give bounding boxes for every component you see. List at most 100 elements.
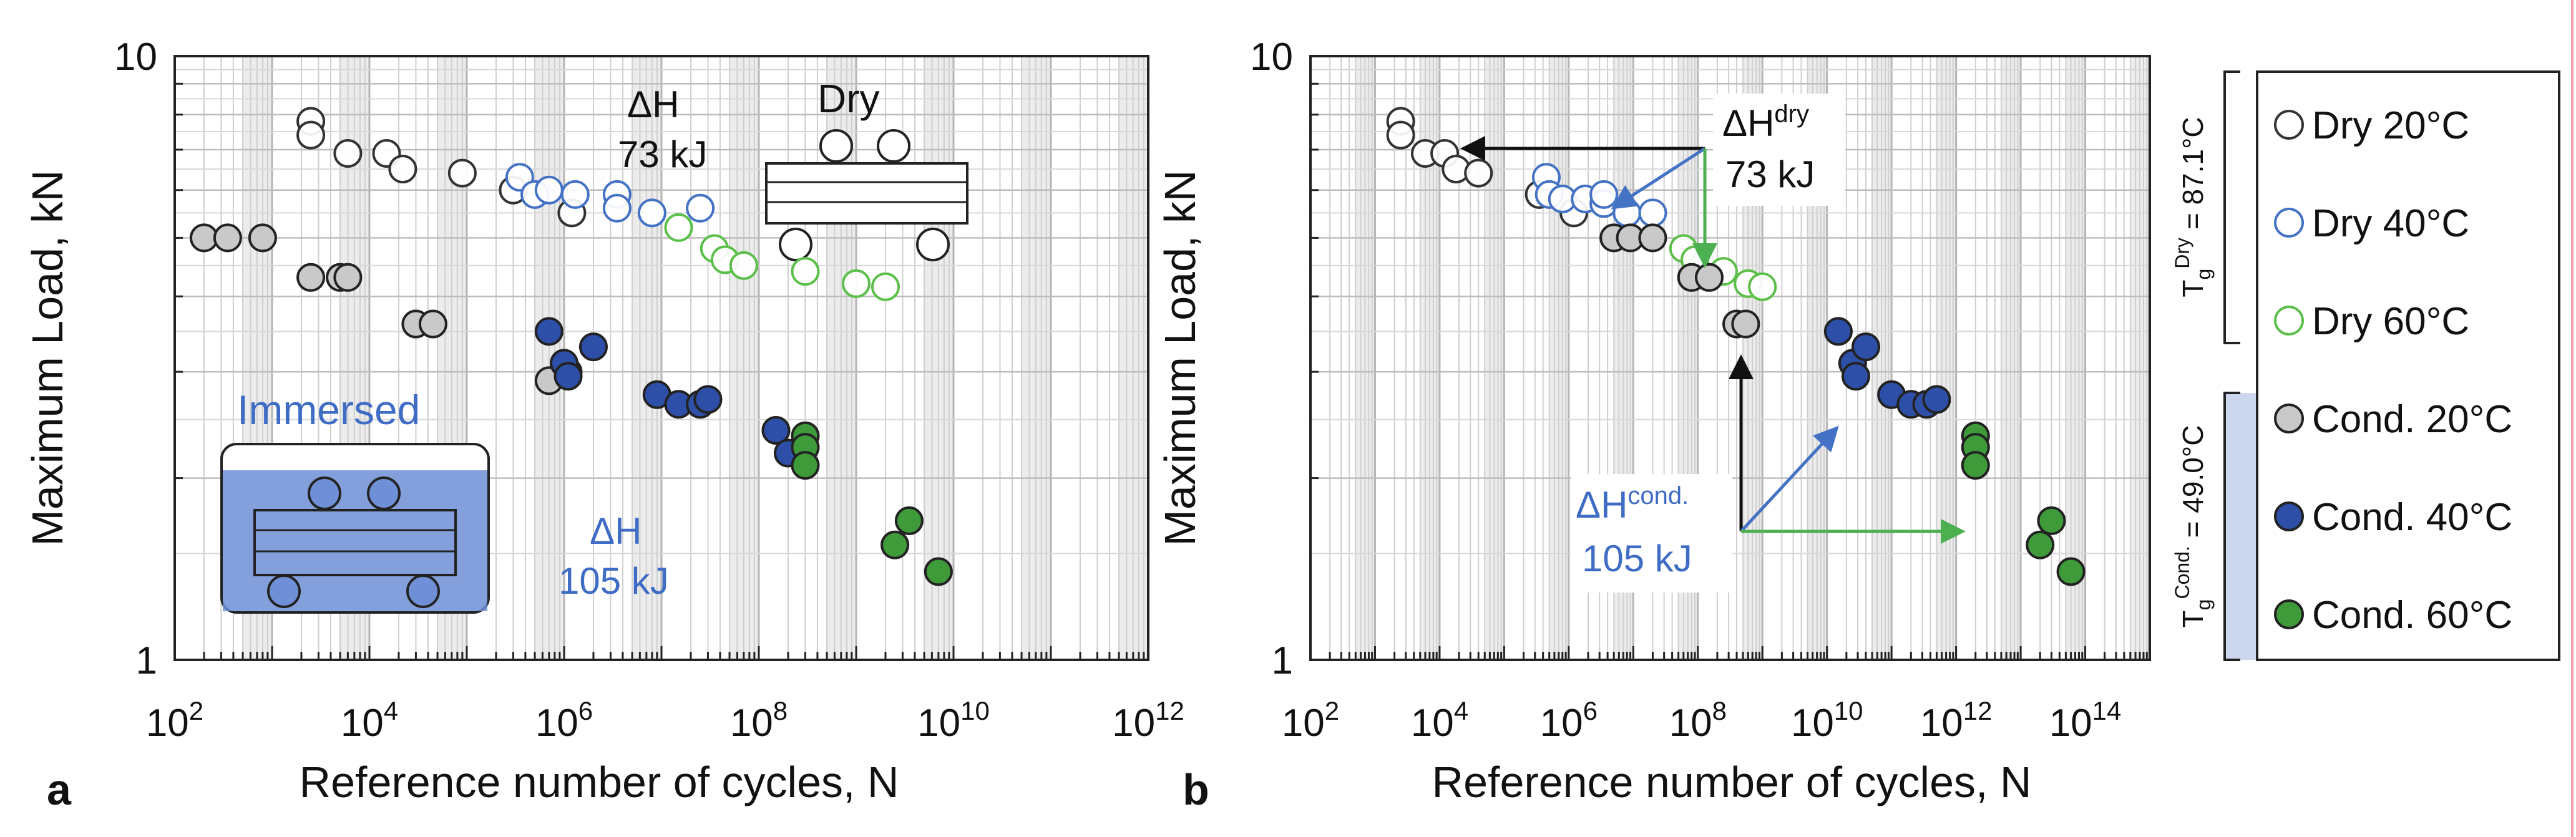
a-point-dry40	[534, 175, 564, 205]
a-x-tick-base: 10	[1112, 702, 1155, 745]
b-x-tick-label: 1012	[1920, 696, 1993, 745]
a-x-tick-base: 10	[730, 702, 773, 745]
a-x-tick-exp: 6	[578, 696, 593, 725]
b-x-tick-label: 104	[1411, 696, 1468, 745]
tg-cond-bracket	[2223, 392, 2240, 661]
legend-label-cond40: Cond. 40°C	[2312, 496, 2512, 539]
b-x-tick-exp: 14	[2092, 696, 2122, 725]
b-y-tick-label: 1	[1272, 639, 1293, 682]
tg-dry-sub: g	[2192, 269, 2215, 280]
a-cond-delta-h: ΔH	[590, 510, 642, 552]
a-cond-energy: 105 kJ	[559, 560, 669, 602]
a-point-cond60	[894, 506, 924, 535]
a-x-tick-exp: 12	[1155, 696, 1184, 725]
immersed-loading-roller-2	[367, 477, 401, 510]
b-x-tick-base: 10	[1540, 702, 1583, 745]
tg-cond-symbol: T	[2177, 610, 2209, 627]
a-point-cond20	[333, 263, 363, 292]
a-panel-label: a	[47, 765, 72, 814]
a-point-dry60	[664, 213, 693, 242]
b-x-tick-exp: 4	[1454, 696, 1468, 725]
a-x-tick-label: 102	[146, 696, 203, 745]
legend-item-cond20: Cond. 20°C	[2274, 398, 2512, 441]
b-point-layer	[1386, 107, 2086, 586]
legend-marker-dry20	[2274, 110, 2304, 140]
b-point-cond20	[1638, 223, 1667, 253]
a-x-tick-label: 1010	[917, 696, 990, 745]
b-cond-energy: 105 kJ	[1582, 538, 1692, 579]
tg-dry-value: = 87.1°C	[2177, 117, 2209, 238]
a-y-tick-label: 1	[136, 639, 157, 682]
b-tick-layer	[1309, 55, 2148, 661]
a-point-cond40	[554, 362, 583, 391]
b-series-cond60	[1961, 421, 2086, 586]
immersed-label: Immersed	[237, 387, 420, 433]
a-point-dry40	[637, 198, 666, 228]
a-point-cond60	[881, 530, 910, 559]
b-point-cond40	[1922, 385, 1951, 414]
a-y-tick-label: 10	[114, 36, 157, 79]
b-cond-arrow-diagonal	[1740, 425, 1839, 533]
b-dry-delta-h-sup: dry	[1774, 100, 1809, 128]
b-x-tick-label: 1014	[2049, 696, 2122, 745]
dry-loading-roller-2	[877, 129, 910, 163]
tg-cond-sup: Cond.	[2171, 546, 2193, 599]
b-dry-annotation-bg	[1713, 94, 1845, 206]
legend-label-dry40: Dry 40°C	[2312, 202, 2469, 245]
a-series-dry40	[505, 163, 715, 228]
a-point-dry40	[686, 193, 715, 223]
b-x-tick-exp: 2	[1325, 696, 1339, 725]
b-x-tick-base: 10	[1282, 702, 1325, 745]
b-x-tick-base: 10	[1411, 702, 1454, 745]
dry-illustration: Dry	[765, 76, 968, 261]
legend-item-dry40: Dry 40°C	[2274, 202, 2469, 245]
b-point-cond60	[1961, 451, 1990, 480]
a-point-cond40	[761, 415, 791, 445]
tg-dry-label: TgDry = 87.1°C	[2171, 117, 2215, 297]
immersed-illustration: Immersed	[220, 387, 490, 614]
a-dry-energy: 73 kJ	[618, 133, 707, 175]
a-x-tick-base: 10	[535, 702, 578, 745]
dry-support-roller-1	[779, 228, 812, 261]
b-x-tick-label: 1010	[1791, 696, 1863, 745]
legend-marker-dry60	[2274, 306, 2304, 336]
tg-cond-shade	[2225, 393, 2257, 660]
a-y-axis-label: Maximum Load, kN	[23, 170, 72, 546]
b-x-axis-label: Reference number of cycles, N	[1432, 758, 2032, 806]
b-x-tick-base: 10	[1791, 702, 1834, 745]
tg-dry-bracket	[2223, 70, 2240, 344]
legend-item-cond60: Cond. 60°C	[2274, 594, 2512, 637]
legend-label-cond60: Cond. 60°C	[2312, 594, 2512, 637]
dry-support-roller-2	[916, 228, 950, 261]
b-dry-annotation: ΔHdry 73 kJ	[1713, 94, 1845, 206]
legend-marker-cond20	[2274, 404, 2304, 433]
a-x-tick-label: 104	[341, 696, 398, 745]
a-x-tick-label: 1012	[1112, 696, 1184, 745]
legend-marker-cond60	[2274, 599, 2304, 629]
b-cond-delta-h-main: ΔH	[1576, 484, 1627, 526]
a-x-tick-exp: 8	[773, 696, 788, 725]
a-x-tick-base: 10	[146, 702, 189, 745]
a-point-cond20	[248, 223, 277, 253]
a-point-dry20	[333, 138, 363, 168]
b-series-cond40	[1823, 317, 1951, 419]
a-dry-delta-h: ΔH	[627, 84, 679, 125]
legend-item-dry20: Dry 20°C	[2274, 104, 2469, 147]
a-point-dry60	[729, 251, 758, 280]
legend-label-dry60: Dry 60°C	[2312, 300, 2469, 343]
b-x-tick-label: 102	[1282, 696, 1339, 745]
a-point-cond40	[534, 317, 564, 346]
a-point-cond20	[189, 223, 218, 253]
b-x-tick-exp: 12	[1963, 696, 1993, 725]
legend-items: Dry 20°C Dry 40°C Dry 60°C Cond. 20°C Cond. …	[2274, 104, 2512, 637]
a-x-tick-base: 10	[341, 702, 384, 745]
b-x-tick-base: 10	[1669, 702, 1712, 745]
a-point-cond60	[791, 451, 820, 480]
immersed-support-roller-1	[267, 574, 301, 608]
tg-cond-label: TgCond. = 49.0°C	[2171, 425, 2215, 628]
a-point-dry60	[791, 257, 820, 286]
b-x-tick-base: 10	[1920, 702, 1963, 745]
b-point-cond40	[1851, 332, 1880, 362]
